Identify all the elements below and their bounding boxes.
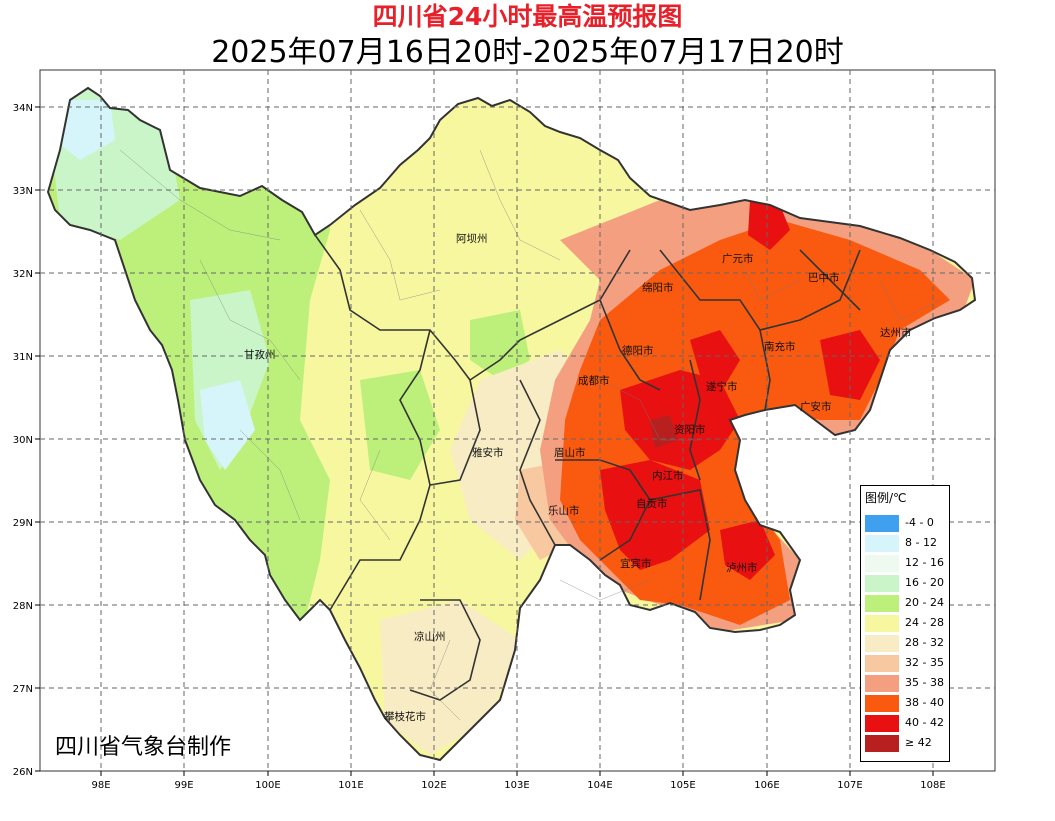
lon-tick-label: 105E bbox=[670, 780, 695, 791]
legend-swatch bbox=[865, 615, 899, 632]
legend-swatch bbox=[865, 695, 899, 712]
city-label-aba: 阿坝州 bbox=[456, 232, 488, 245]
legend-item: 28 - 32 bbox=[865, 635, 949, 652]
prefecture-boundaries bbox=[314, 234, 861, 701]
map-subtitle: 2025年07月16日20时-2025年07月17日20时 bbox=[211, 35, 844, 70]
lon-tick-label: 103E bbox=[504, 780, 529, 791]
lon-tick-label: 104E bbox=[587, 780, 612, 791]
legend-swatch bbox=[865, 555, 899, 572]
legend-label: 8 - 12 bbox=[905, 536, 937, 549]
legend-title: 图例/℃ bbox=[865, 491, 907, 505]
lat-tick-label: 28N bbox=[13, 601, 33, 612]
legend-item: 40 - 42 bbox=[865, 715, 949, 732]
legend-label: -4 - 0 bbox=[905, 516, 934, 529]
city-label-yaan: 雅安市 bbox=[472, 446, 504, 459]
lon-tick-label: 106E bbox=[754, 780, 779, 791]
legend-item: 35 - 38 bbox=[865, 675, 949, 692]
city-label-deyang: 德阳市 bbox=[622, 344, 654, 357]
lat-tick-label: 30N bbox=[13, 435, 33, 446]
city-label-bazhong: 巴中市 bbox=[808, 271, 840, 284]
legend-swatch bbox=[865, 575, 899, 592]
legend-item: 24 - 28 bbox=[865, 615, 949, 632]
legend-item: 38 - 40 bbox=[865, 695, 949, 712]
legend-swatch bbox=[865, 635, 899, 652]
legend-item: 8 - 12 bbox=[865, 535, 949, 552]
legend-label: 16 - 20 bbox=[905, 576, 944, 589]
city-label-ziyang: 资阳市 bbox=[674, 423, 706, 436]
city-label-guangan: 广安市 bbox=[800, 400, 832, 413]
lon-tick-label: 102E bbox=[421, 780, 446, 791]
legend-swatch bbox=[865, 735, 899, 752]
legend-label: 35 - 38 bbox=[905, 676, 944, 689]
city-label-luzhou: 泸州市 bbox=[726, 561, 758, 574]
lat-tick-label: 33N bbox=[13, 186, 33, 197]
legend-label: 38 - 40 bbox=[905, 696, 944, 709]
lon-tick-label: 100E bbox=[255, 780, 280, 791]
legend-item: 20 - 24 bbox=[865, 595, 949, 612]
lat-tick-label: 31N bbox=[13, 352, 33, 363]
legend: 图例/℃ -4 - 0 8 - 12 12 - 16 16 - 20 20 - 24 24… bbox=[860, 485, 950, 762]
legend-swatch bbox=[865, 535, 899, 552]
legend-label: ≥ 42 bbox=[905, 736, 932, 749]
legend-swatch bbox=[865, 595, 899, 612]
city-label-guangyuan: 广元市 bbox=[722, 252, 754, 265]
legend-label: 20 - 24 bbox=[905, 596, 944, 609]
lat-tick-label: 26N bbox=[13, 767, 33, 778]
legend-swatch bbox=[865, 715, 899, 732]
city-label-panzhihua: 攀枝花市 bbox=[384, 710, 426, 723]
lon-tick-label: 107E bbox=[837, 780, 862, 791]
legend-swatch bbox=[865, 675, 899, 692]
city-label-neijiang: 内江市 bbox=[652, 469, 684, 482]
legend-label: 24 - 28 bbox=[905, 616, 944, 629]
city-label-suining: 遂宁市 bbox=[706, 380, 738, 393]
lon-tick-label: 99E bbox=[174, 780, 193, 791]
lat-tick-label: 29N bbox=[13, 518, 33, 529]
lat-tick-label: 32N bbox=[13, 269, 33, 280]
tick-marks bbox=[35, 106, 934, 776]
legend-item: 16 - 20 bbox=[865, 575, 949, 592]
legend-item: 32 - 35 bbox=[865, 655, 949, 672]
city-label-liangshan: 凉山州 bbox=[414, 630, 446, 643]
city-label-yibin: 宜宾市 bbox=[620, 557, 652, 570]
city-label-zigong: 自贡市 bbox=[636, 497, 668, 510]
lon-tick-label: 101E bbox=[338, 780, 363, 791]
legend-swatch bbox=[865, 655, 899, 672]
credit-label: 四川省气象台制作 bbox=[55, 735, 232, 760]
city-label-nanchong: 南充市 bbox=[764, 340, 796, 353]
city-label-meishan: 眉山市 bbox=[554, 446, 586, 459]
city-label-dazhou: 达州市 bbox=[880, 326, 912, 339]
lat-tick-label: 27N bbox=[13, 684, 33, 695]
legend-swatch bbox=[865, 515, 899, 532]
legend-item: -4 - 0 bbox=[865, 515, 949, 532]
county-boundaries bbox=[119, 149, 941, 721]
map-title: 四川省24小时最高温预报图 bbox=[372, 2, 683, 31]
legend-item: ≥ 42 bbox=[865, 735, 949, 752]
lon-tick-label: 98E bbox=[91, 780, 110, 791]
city-label-ganzi: 甘孜州 bbox=[244, 348, 276, 361]
graticule bbox=[40, 70, 995, 771]
legend-label: 12 - 16 bbox=[905, 556, 944, 569]
legend-label: 28 - 32 bbox=[905, 636, 944, 649]
lat-tick-label: 34N bbox=[13, 103, 33, 114]
legend-item: 12 - 16 bbox=[865, 555, 949, 572]
city-label-chengdu: 成都市 bbox=[578, 374, 610, 387]
city-label-leshan: 乐山市 bbox=[548, 504, 580, 517]
lon-tick-label: 108E bbox=[920, 780, 945, 791]
legend-label: 40 - 42 bbox=[905, 716, 944, 729]
legend-label: 32 - 35 bbox=[905, 656, 944, 669]
city-label-mianyang: 绵阳市 bbox=[642, 281, 674, 294]
